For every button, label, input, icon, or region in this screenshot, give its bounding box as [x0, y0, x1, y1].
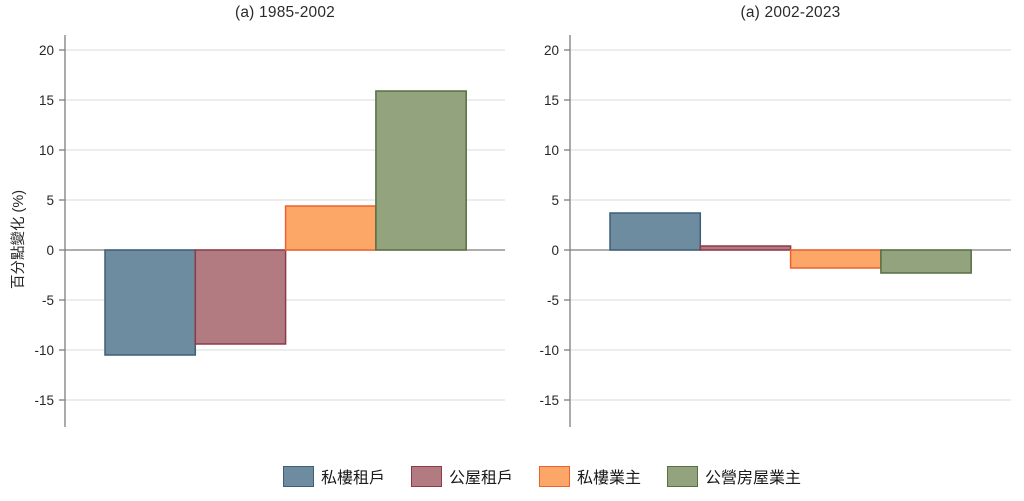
bar-私樓租戶	[609, 212, 702, 251]
legend-item: 私樓租戶	[282, 464, 385, 488]
legend-swatch-private-tenants-icon	[282, 465, 314, 487]
y-tick-label: 0	[46, 243, 54, 258]
left-bar-chart: 20 15 10 5 0 -5 -10 -15	[34, 35, 505, 427]
bar-私樓租戶	[104, 249, 197, 356]
bar-公屋租戶	[699, 245, 792, 251]
y-tick-label: 20	[544, 43, 559, 58]
y-tick-label: -15	[34, 393, 54, 408]
y-tick-label: 10	[544, 143, 559, 158]
y-tick-label: 0	[551, 243, 559, 258]
y-tick-label: 20	[39, 43, 54, 58]
y-tick-label: 5	[46, 193, 54, 208]
y-tick-label: -5	[547, 293, 559, 308]
right-bar-chart: 20 15 10 5 0 -5 -10 -15	[539, 35, 1011, 427]
y-tick-label: -5	[42, 293, 54, 308]
legend-label: 私樓租戶	[320, 470, 385, 487]
legend-label: 公屋租戶	[448, 470, 513, 487]
legend-swatch-public-owners-icon	[667, 465, 699, 487]
bar-公營房屋業主	[375, 90, 467, 251]
legend: 私樓租戶 公屋租戶 私樓業主 公營房屋業主	[30, 464, 1024, 488]
legend-item: 公營房屋業主	[667, 464, 801, 488]
legend-item: 公屋租戶	[410, 464, 513, 488]
legend-swatch-public-tenants-icon	[410, 465, 442, 487]
y-tick-label: 15	[544, 93, 559, 108]
legend-swatch-private-owners-icon	[539, 465, 570, 487]
y-tick-label: -10	[34, 343, 54, 358]
legend-item: 私樓業主	[539, 464, 641, 488]
bar-公屋租戶	[194, 249, 287, 345]
y-tick-label: -15	[539, 393, 559, 408]
bar-公營房屋業主	[880, 249, 972, 274]
bar-私樓業主	[789, 249, 882, 269]
y-tick-label: 5	[551, 193, 559, 208]
y-tick-label: -10	[539, 343, 559, 358]
legend-label: 私樓業主	[577, 470, 642, 487]
legend-label: 公營房屋業主	[705, 470, 802, 487]
right-panel-title: (a) 2002-2023	[740, 4, 841, 21]
left-panel-title: (a) 1985-2002	[235, 4, 335, 21]
y-tick-label: 10	[39, 143, 54, 158]
y-tick-label: 15	[39, 93, 54, 108]
bar-私樓業主	[284, 205, 377, 251]
